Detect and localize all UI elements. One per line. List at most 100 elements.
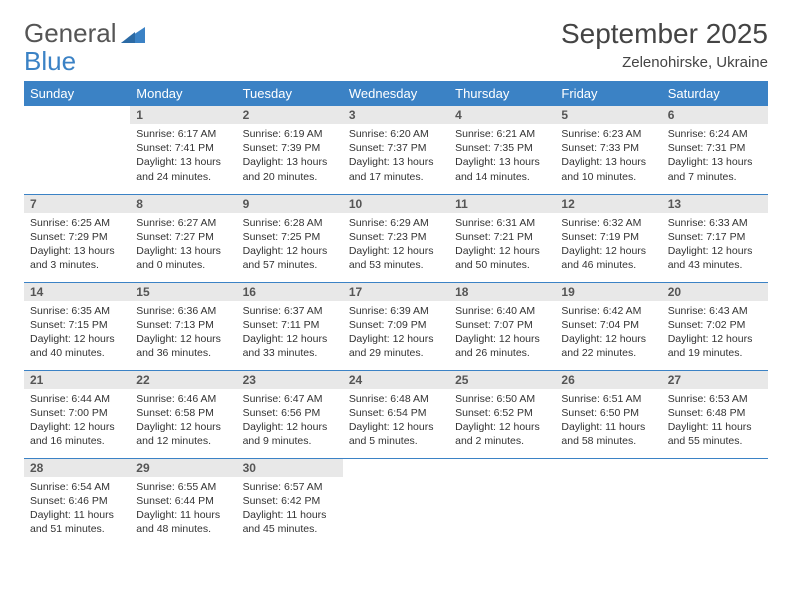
day-details: Sunrise: 6:29 AMSunset: 7:23 PMDaylight:… bbox=[343, 213, 449, 275]
calendar-day-cell: 28Sunrise: 6:54 AMSunset: 6:46 PMDayligh… bbox=[24, 458, 130, 546]
day-header: Tuesday bbox=[237, 81, 343, 106]
day-details: Sunrise: 6:17 AMSunset: 7:41 PMDaylight:… bbox=[130, 124, 236, 186]
day-details: Sunrise: 6:50 AMSunset: 6:52 PMDaylight:… bbox=[449, 389, 555, 451]
day-details: Sunrise: 6:36 AMSunset: 7:13 PMDaylight:… bbox=[130, 301, 236, 363]
calendar-day-cell: 1Sunrise: 6:17 AMSunset: 7:41 PMDaylight… bbox=[130, 106, 236, 194]
day-details: Sunrise: 6:28 AMSunset: 7:25 PMDaylight:… bbox=[237, 213, 343, 275]
calendar-day-cell bbox=[555, 458, 661, 546]
day-number: 8 bbox=[130, 195, 236, 213]
day-details: Sunrise: 6:20 AMSunset: 7:37 PMDaylight:… bbox=[343, 124, 449, 186]
day-details: Sunrise: 6:54 AMSunset: 6:46 PMDaylight:… bbox=[24, 477, 130, 539]
day-number: 11 bbox=[449, 195, 555, 213]
day-header: Saturday bbox=[662, 81, 768, 106]
calendar-week-row: 21Sunrise: 6:44 AMSunset: 7:00 PMDayligh… bbox=[24, 370, 768, 458]
day-number: 16 bbox=[237, 283, 343, 301]
day-details: Sunrise: 6:24 AMSunset: 7:31 PMDaylight:… bbox=[662, 124, 768, 186]
calendar-day-cell: 5Sunrise: 6:23 AMSunset: 7:33 PMDaylight… bbox=[555, 106, 661, 194]
title-block: September 2025 Zelenohirske, Ukraine bbox=[561, 18, 768, 71]
day-number: 7 bbox=[24, 195, 130, 213]
calendar-day-cell: 20Sunrise: 6:43 AMSunset: 7:02 PMDayligh… bbox=[662, 282, 768, 370]
calendar-day-cell: 30Sunrise: 6:57 AMSunset: 6:42 PMDayligh… bbox=[237, 458, 343, 546]
day-details: Sunrise: 6:55 AMSunset: 6:44 PMDaylight:… bbox=[130, 477, 236, 539]
day-number: 19 bbox=[555, 283, 661, 301]
day-number: 14 bbox=[24, 283, 130, 301]
day-details: Sunrise: 6:47 AMSunset: 6:56 PMDaylight:… bbox=[237, 389, 343, 451]
day-header: Monday bbox=[130, 81, 236, 106]
day-details: Sunrise: 6:25 AMSunset: 7:29 PMDaylight:… bbox=[24, 213, 130, 275]
calendar-day-cell: 8Sunrise: 6:27 AMSunset: 7:27 PMDaylight… bbox=[130, 194, 236, 282]
calendar-day-cell: 2Sunrise: 6:19 AMSunset: 7:39 PMDaylight… bbox=[237, 106, 343, 194]
calendar-day-cell: 27Sunrise: 6:53 AMSunset: 6:48 PMDayligh… bbox=[662, 370, 768, 458]
calendar-day-cell: 7Sunrise: 6:25 AMSunset: 7:29 PMDaylight… bbox=[24, 194, 130, 282]
calendar-day-cell: 3Sunrise: 6:20 AMSunset: 7:37 PMDaylight… bbox=[343, 106, 449, 194]
calendar-day-cell bbox=[24, 106, 130, 194]
day-number: 28 bbox=[24, 459, 130, 477]
calendar-day-cell: 12Sunrise: 6:32 AMSunset: 7:19 PMDayligh… bbox=[555, 194, 661, 282]
day-details: Sunrise: 6:21 AMSunset: 7:35 PMDaylight:… bbox=[449, 124, 555, 186]
calendar-day-cell: 9Sunrise: 6:28 AMSunset: 7:25 PMDaylight… bbox=[237, 194, 343, 282]
day-number: 23 bbox=[237, 371, 343, 389]
day-number: 24 bbox=[343, 371, 449, 389]
calendar-day-cell: 6Sunrise: 6:24 AMSunset: 7:31 PMDaylight… bbox=[662, 106, 768, 194]
calendar-day-cell: 16Sunrise: 6:37 AMSunset: 7:11 PMDayligh… bbox=[237, 282, 343, 370]
logo-word1: General bbox=[24, 18, 117, 49]
calendar-day-cell: 15Sunrise: 6:36 AMSunset: 7:13 PMDayligh… bbox=[130, 282, 236, 370]
day-details: Sunrise: 6:48 AMSunset: 6:54 PMDaylight:… bbox=[343, 389, 449, 451]
day-number: 1 bbox=[130, 106, 236, 124]
calendar-day-cell: 4Sunrise: 6:21 AMSunset: 7:35 PMDaylight… bbox=[449, 106, 555, 194]
day-details: Sunrise: 6:53 AMSunset: 6:48 PMDaylight:… bbox=[662, 389, 768, 451]
day-header: Sunday bbox=[24, 81, 130, 106]
calendar-day-cell: 19Sunrise: 6:42 AMSunset: 7:04 PMDayligh… bbox=[555, 282, 661, 370]
day-details: Sunrise: 6:42 AMSunset: 7:04 PMDaylight:… bbox=[555, 301, 661, 363]
day-details: Sunrise: 6:23 AMSunset: 7:33 PMDaylight:… bbox=[555, 124, 661, 186]
day-number: 9 bbox=[237, 195, 343, 213]
day-details: Sunrise: 6:27 AMSunset: 7:27 PMDaylight:… bbox=[130, 213, 236, 275]
day-number: 3 bbox=[343, 106, 449, 124]
day-number: 17 bbox=[343, 283, 449, 301]
day-number: 26 bbox=[555, 371, 661, 389]
header: General September 2025 Zelenohirske, Ukr… bbox=[24, 18, 768, 71]
day-number: 30 bbox=[237, 459, 343, 477]
day-number: 21 bbox=[24, 371, 130, 389]
day-header: Wednesday bbox=[343, 81, 449, 106]
day-header: Thursday bbox=[449, 81, 555, 106]
day-number: 20 bbox=[662, 283, 768, 301]
calendar-table: Sunday Monday Tuesday Wednesday Thursday… bbox=[24, 81, 768, 546]
day-details: Sunrise: 6:31 AMSunset: 7:21 PMDaylight:… bbox=[449, 213, 555, 275]
day-header-row: Sunday Monday Tuesday Wednesday Thursday… bbox=[24, 81, 768, 106]
day-number: 4 bbox=[449, 106, 555, 124]
day-details: Sunrise: 6:39 AMSunset: 7:09 PMDaylight:… bbox=[343, 301, 449, 363]
day-details: Sunrise: 6:43 AMSunset: 7:02 PMDaylight:… bbox=[662, 301, 768, 363]
calendar-day-cell: 21Sunrise: 6:44 AMSunset: 7:00 PMDayligh… bbox=[24, 370, 130, 458]
calendar-day-cell bbox=[662, 458, 768, 546]
day-number: 6 bbox=[662, 106, 768, 124]
day-number: 29 bbox=[130, 459, 236, 477]
day-details: Sunrise: 6:19 AMSunset: 7:39 PMDaylight:… bbox=[237, 124, 343, 186]
day-header: Friday bbox=[555, 81, 661, 106]
month-title: September 2025 bbox=[561, 18, 768, 50]
calendar-day-cell: 10Sunrise: 6:29 AMSunset: 7:23 PMDayligh… bbox=[343, 194, 449, 282]
calendar-day-cell: 25Sunrise: 6:50 AMSunset: 6:52 PMDayligh… bbox=[449, 370, 555, 458]
day-number: 25 bbox=[449, 371, 555, 389]
calendar-day-cell: 17Sunrise: 6:39 AMSunset: 7:09 PMDayligh… bbox=[343, 282, 449, 370]
calendar-day-cell: 26Sunrise: 6:51 AMSunset: 6:50 PMDayligh… bbox=[555, 370, 661, 458]
day-details: Sunrise: 6:51 AMSunset: 6:50 PMDaylight:… bbox=[555, 389, 661, 451]
logo: General bbox=[24, 18, 149, 49]
day-number: 18 bbox=[449, 283, 555, 301]
calendar-day-cell: 18Sunrise: 6:40 AMSunset: 7:07 PMDayligh… bbox=[449, 282, 555, 370]
day-number: 22 bbox=[130, 371, 236, 389]
day-details: Sunrise: 6:46 AMSunset: 6:58 PMDaylight:… bbox=[130, 389, 236, 451]
day-details: Sunrise: 6:33 AMSunset: 7:17 PMDaylight:… bbox=[662, 213, 768, 275]
calendar-day-cell: 14Sunrise: 6:35 AMSunset: 7:15 PMDayligh… bbox=[24, 282, 130, 370]
calendar-day-cell: 22Sunrise: 6:46 AMSunset: 6:58 PMDayligh… bbox=[130, 370, 236, 458]
day-number: 2 bbox=[237, 106, 343, 124]
logo-word2: Blue bbox=[24, 46, 76, 77]
calendar-day-cell: 13Sunrise: 6:33 AMSunset: 7:17 PMDayligh… bbox=[662, 194, 768, 282]
day-number: 15 bbox=[130, 283, 236, 301]
day-number: 5 bbox=[555, 106, 661, 124]
day-details: Sunrise: 6:57 AMSunset: 6:42 PMDaylight:… bbox=[237, 477, 343, 539]
day-number: 27 bbox=[662, 371, 768, 389]
calendar-day-cell: 29Sunrise: 6:55 AMSunset: 6:44 PMDayligh… bbox=[130, 458, 236, 546]
calendar-week-row: 7Sunrise: 6:25 AMSunset: 7:29 PMDaylight… bbox=[24, 194, 768, 282]
day-details: Sunrise: 6:44 AMSunset: 7:00 PMDaylight:… bbox=[24, 389, 130, 451]
